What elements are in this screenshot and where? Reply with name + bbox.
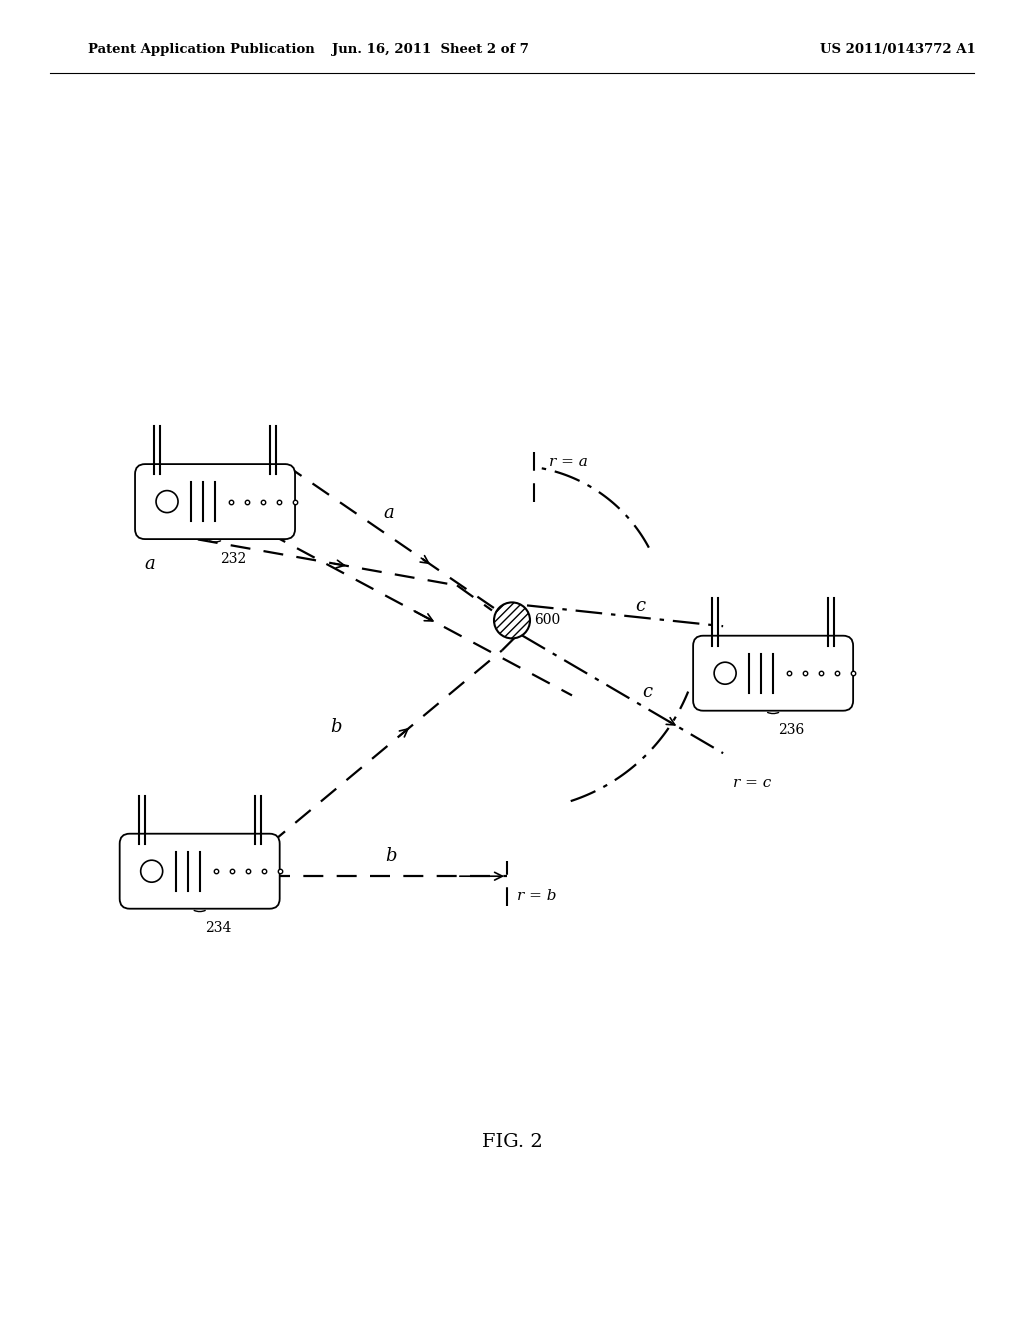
Text: b: b [330,718,342,737]
Text: c: c [635,597,645,615]
Text: 232: 232 [220,552,247,565]
Text: r = c: r = c [733,776,771,791]
Text: r = b: r = b [517,890,556,903]
Text: r = a: r = a [549,455,588,469]
Text: a: a [383,503,394,521]
Circle shape [140,861,163,882]
Text: 234: 234 [205,921,231,935]
FancyBboxPatch shape [120,834,280,908]
Text: a: a [144,554,156,573]
Text: Jun. 16, 2011  Sheet 2 of 7: Jun. 16, 2011 Sheet 2 of 7 [332,44,528,57]
FancyBboxPatch shape [693,636,853,710]
FancyBboxPatch shape [135,465,295,539]
Text: 600: 600 [534,614,560,627]
Circle shape [714,663,736,684]
Text: FIG. 2: FIG. 2 [481,1133,543,1151]
Text: US 2011/0143772 A1: US 2011/0143772 A1 [820,44,976,57]
Text: Patent Application Publication: Patent Application Publication [88,44,314,57]
Circle shape [156,491,178,512]
Circle shape [494,602,530,639]
Text: c: c [642,682,652,701]
Text: b: b [385,847,396,865]
Text: 236: 236 [778,723,805,737]
